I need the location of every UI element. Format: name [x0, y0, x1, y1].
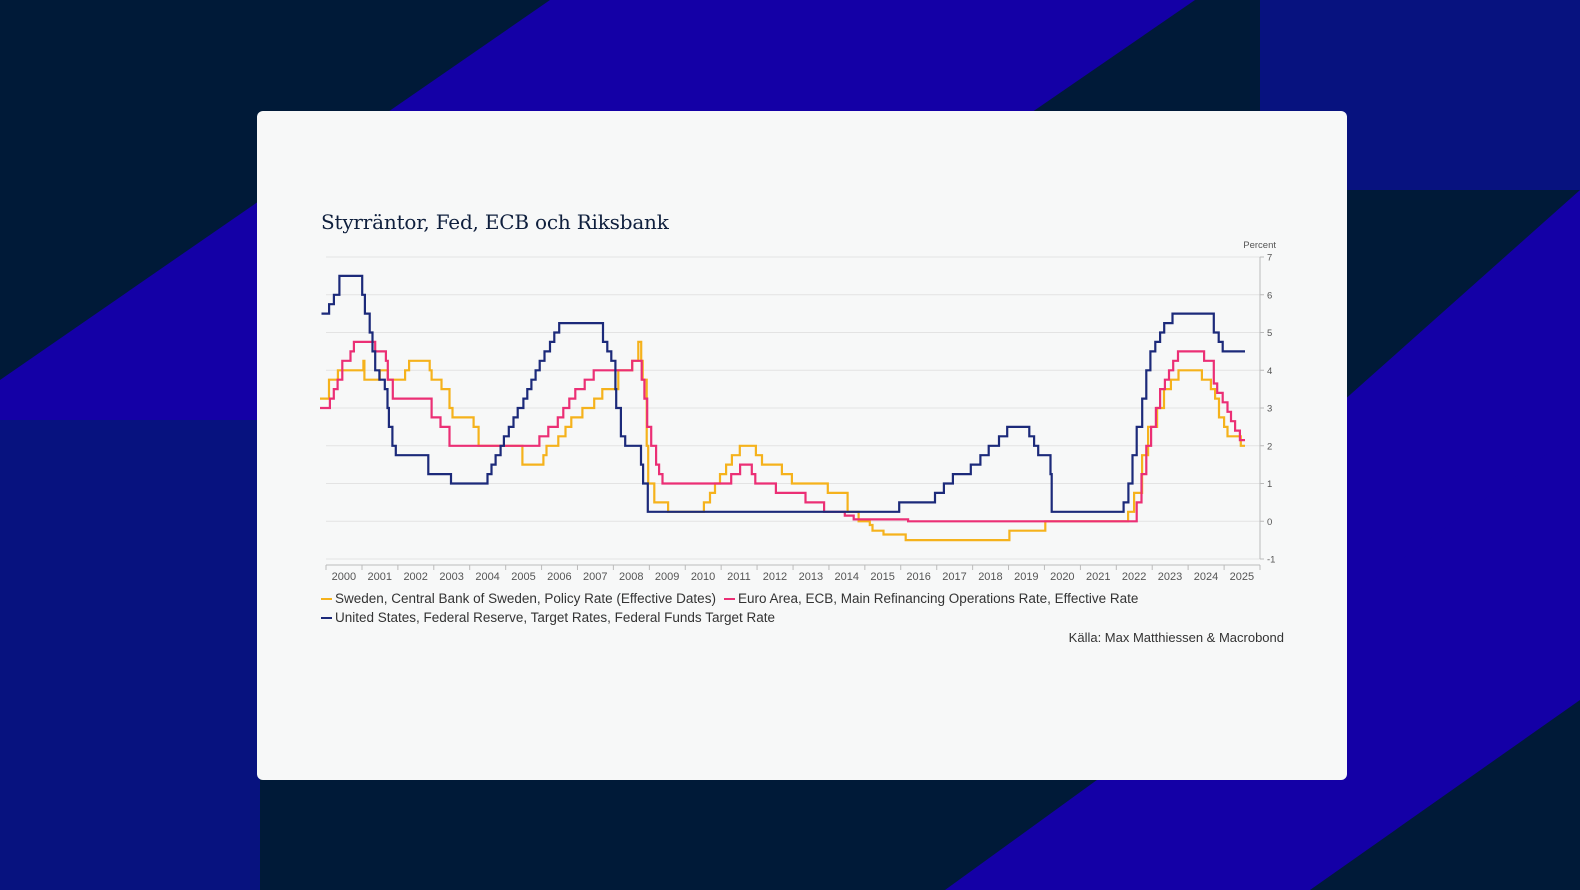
x-tick-label-2016: 2016	[906, 571, 930, 583]
legend-item-sweden: Sweden, Central Bank of Sweden, Policy R…	[321, 591, 716, 606]
y-tick-label-4: 4	[1267, 366, 1272, 377]
x-tick-label-2018: 2018	[978, 571, 1002, 583]
x-tick-label-2013: 2013	[799, 571, 823, 583]
x-tick-label-2025: 2025	[1230, 571, 1254, 583]
stripe-dark-bottom-left	[0, 420, 260, 890]
x-tick-label-2023: 2023	[1158, 571, 1182, 583]
y-tick-label-1: 1	[1267, 479, 1272, 490]
y-tick-label-0: 0	[1267, 517, 1272, 528]
x-tick-label-2015: 2015	[870, 571, 894, 583]
x-tick-label-2010: 2010	[691, 571, 715, 583]
x-tick-label-2012: 2012	[763, 571, 787, 583]
x-tick-label-2009: 2009	[655, 571, 679, 583]
source-note: Källa: Max Matthiessen & Macrobond	[1068, 630, 1284, 645]
y-axis-label: Percent	[1243, 240, 1276, 251]
x-tick-label-2003: 2003	[439, 571, 463, 583]
x-tick-label-2021: 2021	[1086, 571, 1110, 583]
y-tick-label-3: 3	[1267, 404, 1272, 415]
x-tick-label-2000: 2000	[332, 571, 356, 583]
chart-title: Styrräntor, Fed, ECB och Riksbank	[321, 210, 669, 234]
y-tick-label-5: 5	[1267, 328, 1272, 339]
legend-swatch-euro-area	[723, 597, 735, 600]
series-line-euro-area	[320, 340, 1245, 523]
chart-card: Styrräntor, Fed, ECB och Riksbank -1 0 1 2 3…	[257, 111, 1347, 780]
x-tick-label-2011: 2011	[727, 571, 751, 583]
legend-swatch-united-states	[321, 616, 332, 619]
x-tick-label-2022: 2022	[1122, 571, 1146, 583]
legend-item-euro-area: Euro Area, ECB, Main Refinancing Operati…	[723, 591, 1139, 606]
y-tick-label-2: 2	[1267, 441, 1272, 452]
legend-item-united-states: United States, Federal Reserve, Target R…	[321, 610, 775, 625]
x-tick-label-2020: 2020	[1050, 571, 1074, 583]
x-tick-label-2005: 2005	[511, 571, 535, 583]
x-tick-label-2007: 2007	[583, 571, 607, 583]
legend-label-sweden: Sweden, Central Bank of Sweden, Policy R…	[335, 591, 716, 606]
series-line-sweden	[320, 340, 1245, 542]
legend-row-2: United States, Federal Reserve, Target R…	[321, 608, 1146, 627]
legend-row-1: Sweden, Central Bank of Sweden, Policy R…	[321, 589, 1146, 608]
x-tick-label-2017: 2017	[942, 571, 966, 583]
legend-label-united-states: United States, Federal Reserve, Target R…	[335, 610, 775, 625]
y-tick-label-6: 6	[1267, 290, 1272, 301]
legend-swatch-sweden	[321, 597, 332, 600]
x-tick-label-2024: 2024	[1194, 571, 1218, 583]
x-tick-label-2019: 2019	[1014, 571, 1038, 583]
x-tick-label-2001: 2001	[368, 571, 392, 583]
x-tick-label-2002: 2002	[403, 571, 427, 583]
x-tick-label-2014: 2014	[835, 571, 859, 583]
x-tick-label-2008: 2008	[619, 571, 643, 583]
line-chart: -1 0 1 2 3 4 5 6 7 Percent 2000 2001 2002 2003 2004 200…	[320, 240, 1276, 583]
x-tick-label-2006: 2006	[547, 571, 571, 583]
series-line-united-states	[321, 274, 1245, 513]
y-tick-label-7: 7	[1267, 253, 1272, 264]
legend-label-euro-area: Euro Area, ECB, Main Refinancing Operati…	[737, 591, 1139, 606]
x-tick-label-2004: 2004	[475, 571, 499, 583]
chart-legend: Sweden, Central Bank of Sweden, Policy R…	[321, 589, 1146, 627]
y-tick-label--1: -1	[1267, 555, 1275, 566]
